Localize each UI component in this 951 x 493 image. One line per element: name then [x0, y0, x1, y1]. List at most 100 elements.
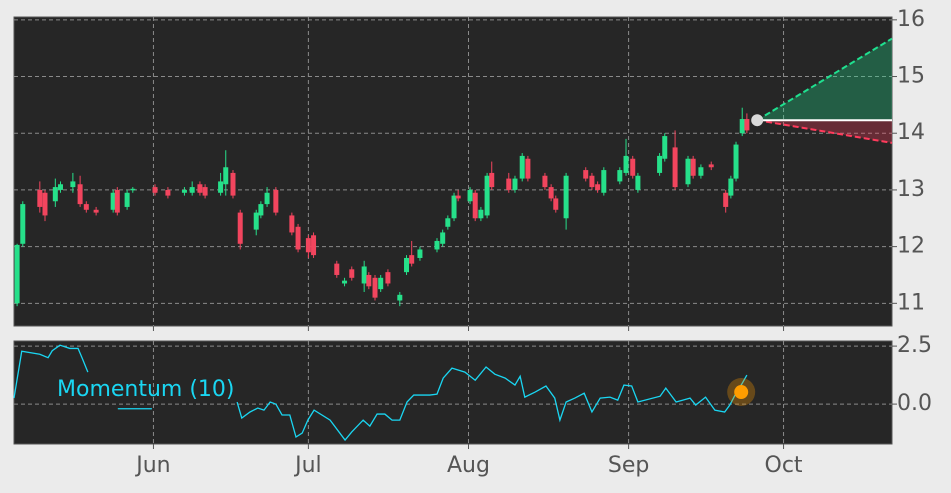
candle-body	[434, 240, 440, 250]
candle-body	[744, 119, 750, 131]
candle-body	[728, 178, 734, 196]
candle-body	[223, 167, 229, 185]
candle-body	[484, 175, 490, 216]
candle-body	[83, 204, 89, 210]
candle-body	[334, 263, 340, 275]
forecast-lower-line	[757, 119, 893, 144]
candle-body	[342, 280, 348, 284]
candle-body	[305, 238, 311, 253]
y-tick-label: 12	[897, 234, 925, 259]
candle-body	[93, 209, 99, 213]
candle-body	[202, 187, 208, 196]
candle-body	[595, 184, 601, 190]
candle-body	[512, 178, 518, 190]
candle-body	[311, 235, 317, 256]
forecast-point	[751, 114, 764, 127]
candle-body	[237, 212, 243, 244]
candle-body	[506, 178, 512, 190]
candle-body	[630, 158, 636, 176]
candle-body	[563, 175, 569, 219]
y-tick-label: 15	[897, 64, 925, 89]
legend-label: Momentum (10)	[57, 377, 235, 402]
candle-body	[258, 204, 264, 216]
candle-body	[397, 294, 403, 301]
candle-body	[472, 192, 478, 219]
marker	[734, 385, 749, 400]
candle-body	[739, 119, 745, 134]
x-tick-label: Sep	[608, 453, 649, 478]
candle-body	[548, 187, 554, 199]
candle-body	[124, 192, 130, 207]
candle-body	[553, 198, 559, 210]
candle-body	[218, 181, 224, 193]
candle-body	[37, 189, 43, 207]
candle-body	[230, 172, 236, 196]
candle-body	[70, 181, 76, 188]
y-tick-label: 16	[897, 7, 925, 32]
y-tick-label: 0.0	[897, 391, 932, 416]
candle-body	[77, 184, 83, 205]
candle-body	[189, 187, 195, 193]
candle-body	[57, 184, 63, 190]
candle-body	[404, 257, 410, 273]
forecast-upper-line	[756, 37, 893, 122]
candle-body	[378, 277, 384, 290]
price-panel	[13, 16, 893, 327]
candle-body	[130, 188, 136, 191]
y-tick-label: 14	[897, 120, 925, 145]
candle-body	[366, 274, 372, 287]
x-tick-label: Aug	[447, 453, 490, 478]
candle-body	[409, 255, 415, 264]
candle-body	[385, 272, 391, 284]
candle-body	[52, 187, 58, 202]
candle-body	[685, 158, 691, 185]
momentum-line	[13, 344, 748, 442]
candle-body	[440, 232, 446, 244]
candle-body	[197, 184, 203, 193]
candle-body	[289, 215, 295, 233]
candle-body	[372, 277, 378, 298]
candle-body	[589, 175, 595, 188]
candle-body	[708, 164, 714, 168]
candle-body	[455, 195, 461, 199]
candle-body	[623, 155, 629, 173]
candle-body	[264, 192, 270, 205]
candle-body	[733, 144, 739, 179]
candle-body	[657, 155, 663, 173]
candle-body	[519, 155, 525, 179]
candle-body	[451, 195, 457, 219]
candle-body	[114, 189, 120, 213]
candle-body	[489, 172, 495, 188]
candle-body	[617, 170, 623, 182]
candle-body	[635, 175, 641, 190]
x-tick-label: Oct	[765, 453, 803, 478]
candle-body	[690, 158, 696, 176]
x-tick-label: Jul	[293, 453, 322, 478]
candle-body	[20, 204, 26, 244]
y-tick-label: 13	[897, 177, 925, 202]
candle-body	[525, 158, 531, 179]
candle-body	[662, 136, 668, 159]
candle-body	[361, 266, 367, 284]
candle-body	[542, 175, 548, 188]
candle-body	[165, 189, 171, 196]
candle-body	[14, 244, 20, 304]
candle-body	[467, 189, 473, 202]
candle-body	[445, 218, 451, 227]
candle-body	[152, 187, 158, 193]
candle-body	[672, 147, 678, 188]
candle-body	[698, 167, 704, 176]
candle-body	[295, 226, 301, 250]
candle-body	[253, 212, 259, 230]
candle-body	[42, 192, 48, 216]
y-tick-label: 11	[897, 290, 925, 315]
forecast-down-area	[757, 120, 892, 143]
candle-body	[601, 170, 607, 193]
candle-body	[723, 192, 729, 207]
candle-body	[181, 189, 187, 193]
candle-body	[110, 192, 116, 210]
candle-body	[583, 170, 589, 179]
candle-body	[273, 189, 279, 213]
candle-body	[349, 269, 355, 278]
